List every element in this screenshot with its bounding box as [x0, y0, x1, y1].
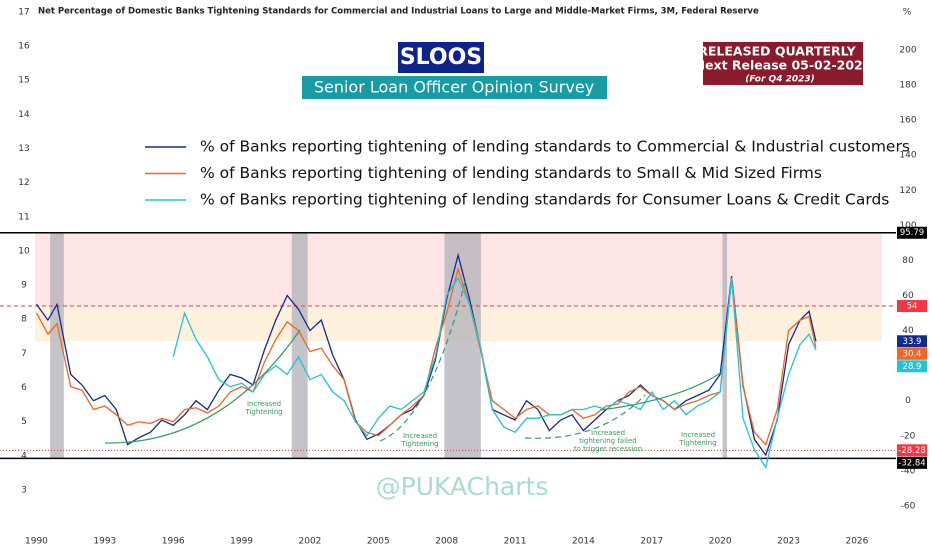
trend-curve: [599, 371, 723, 411]
x-tick-label: 2008: [435, 537, 458, 547]
annotation: Increased: [403, 432, 437, 440]
x-tick-label: 2014: [572, 537, 595, 547]
unit-label: %: [903, 8, 912, 18]
y2-tick-label: 10: [18, 246, 30, 256]
y-tick-label: 180: [899, 81, 916, 91]
y-tick-label: 100: [899, 221, 916, 231]
y2-tick-label: 3: [21, 485, 27, 495]
y-tick-label: 160: [899, 116, 916, 126]
legend-label: % of Banks reporting tightening of lendi…: [200, 191, 889, 209]
annotation: to trigger recession: [574, 445, 642, 453]
badge: SLOOS: [400, 45, 482, 70]
value-label-box: [897, 444, 927, 457]
x-tick-label: 2020: [709, 537, 732, 547]
x-tick-label: 1993: [93, 537, 116, 547]
series-line: [172, 276, 817, 470]
x-tick-label: 2017: [640, 537, 663, 547]
value-label-box: [897, 360, 927, 373]
y2-tick-label: 16: [18, 42, 30, 52]
x-tick-label: 2023: [777, 537, 800, 547]
x-tick-label: 2026: [845, 537, 868, 547]
value-label: 28.9: [903, 362, 922, 372]
y-tick-label: -20: [901, 431, 916, 441]
y-tick-label: 120: [899, 186, 916, 196]
value-label: 30.4: [903, 349, 922, 359]
annotation: Tightening: [678, 439, 716, 447]
value-label: 54: [907, 302, 918, 312]
y2-tick-label: 4: [21, 451, 27, 461]
y-tick-label: 200: [899, 45, 916, 55]
y2-tick-label: 7: [21, 349, 27, 359]
legend-label: % of Banks reporting tightening of lendi…: [200, 138, 910, 156]
chart-title: Net Percentage of Domestic Banks Tighten…: [38, 7, 759, 17]
release-line: RELEASED QUARTERLY: [698, 44, 856, 59]
y2-tick-label: 13: [18, 144, 29, 154]
release-line: (For Q4 2023): [745, 75, 815, 85]
y2-tick-label: 15: [18, 76, 29, 86]
recession-bar: [50, 232, 64, 459]
y2-tick-label: 17: [18, 7, 29, 17]
value-label-box: [897, 226, 927, 239]
value-label: -28.28: [898, 446, 925, 456]
subtitle: Senior Loan Officer Opinion Survey: [314, 78, 594, 97]
recession-bar: [444, 232, 481, 459]
annotation: Tightening: [400, 440, 438, 448]
y2-tick-label: 11: [18, 212, 29, 222]
watermark: @PUKACharts: [376, 472, 549, 501]
series-line: [35, 266, 817, 446]
value-labels: 95.79 54 33.9 30.4 28.9 -28.28 -32.84: [897, 226, 927, 469]
badge-box: [398, 42, 484, 73]
trend-curve: [104, 329, 301, 444]
y2-tick-label: 12: [18, 178, 29, 188]
value-label-box: [897, 347, 927, 360]
trend-curve: [379, 277, 467, 442]
value-label-box: [897, 335, 927, 348]
legend-label: % of Banks reporting tightening of lendi…: [200, 164, 822, 182]
y-tick-label: 140: [899, 151, 916, 161]
y-tick-label: 60: [902, 291, 914, 301]
y-tick-label: 80: [902, 256, 914, 266]
annotation: tightening failed: [579, 437, 637, 445]
annotation-curves: [104, 277, 723, 444]
series-line: [35, 252, 817, 457]
y-tick-label: -60: [901, 501, 916, 511]
value-label-box: [897, 456, 927, 469]
value-label-box: [897, 300, 927, 313]
background: [35, 232, 882, 459]
y2-tick-label: 8: [21, 315, 27, 325]
release-line: Next Release 05-02-2024: [695, 58, 872, 73]
subtitle-box: [302, 76, 607, 99]
annotation: Increased: [591, 429, 625, 437]
annotation: Increased: [247, 400, 281, 408]
recession-bar: [291, 232, 308, 459]
annotation: Increased: [681, 431, 715, 439]
y2-tick-label: 14: [18, 110, 30, 120]
x-tick-label: 1999: [230, 537, 253, 547]
y-tick-label: 0: [905, 396, 911, 406]
x-tick-label: 1996: [162, 537, 185, 547]
x-tick-label: 2005: [367, 537, 390, 547]
y2-tick-label: 6: [21, 383, 27, 393]
value-label: -32.84: [898, 458, 925, 468]
x-tick-label: 2011: [504, 537, 527, 547]
value-label: 95.79: [900, 228, 924, 238]
annotation: Tightening: [244, 408, 282, 416]
x-tick-label: 1990: [25, 537, 48, 547]
y-tick-label: -40: [901, 466, 916, 476]
y2-tick-label: 5: [21, 417, 27, 427]
value-label: 33.9: [903, 337, 922, 347]
y-tick-label: 40: [902, 326, 914, 336]
release-box: [703, 42, 863, 85]
legend: % of Banks reporting tightening of lendi…: [145, 138, 910, 209]
x-tick-label: 2002: [299, 537, 322, 547]
y2-tick-label: 9: [21, 281, 27, 291]
